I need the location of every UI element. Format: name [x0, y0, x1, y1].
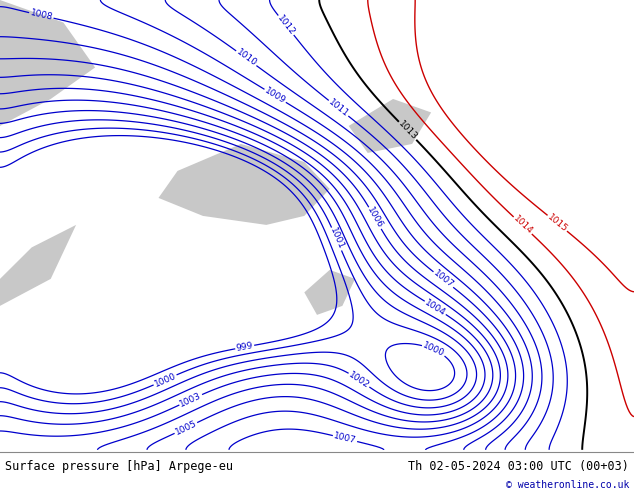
Text: 1001: 1001	[328, 227, 346, 251]
Text: 1002: 1002	[347, 370, 371, 390]
Text: 1003: 1003	[178, 391, 203, 409]
Text: © weatheronline.co.uk: © weatheronline.co.uk	[505, 480, 629, 490]
Text: 1007: 1007	[333, 431, 357, 445]
Text: 1010: 1010	[235, 48, 258, 69]
Text: 1000: 1000	[422, 341, 446, 359]
Text: 999: 999	[235, 341, 254, 353]
Text: 1012: 1012	[275, 14, 297, 37]
Text: Th 02-05-2024 03:00 UTC (00+03): Th 02-05-2024 03:00 UTC (00+03)	[408, 460, 629, 473]
Text: 1014: 1014	[511, 214, 534, 237]
Text: Surface pressure [hPa] Arpege-eu: Surface pressure [hPa] Arpege-eu	[5, 460, 233, 473]
Text: 1008: 1008	[29, 8, 53, 23]
Text: 1009: 1009	[263, 86, 287, 106]
Text: 1011: 1011	[327, 98, 351, 119]
Text: 1007: 1007	[432, 269, 455, 290]
Text: 1015: 1015	[545, 213, 569, 234]
Text: 1006: 1006	[365, 206, 385, 230]
Text: 1005: 1005	[174, 419, 198, 437]
Text: 1013: 1013	[396, 120, 419, 142]
Text: 1004: 1004	[424, 298, 448, 318]
Text: 1000: 1000	[153, 371, 178, 389]
